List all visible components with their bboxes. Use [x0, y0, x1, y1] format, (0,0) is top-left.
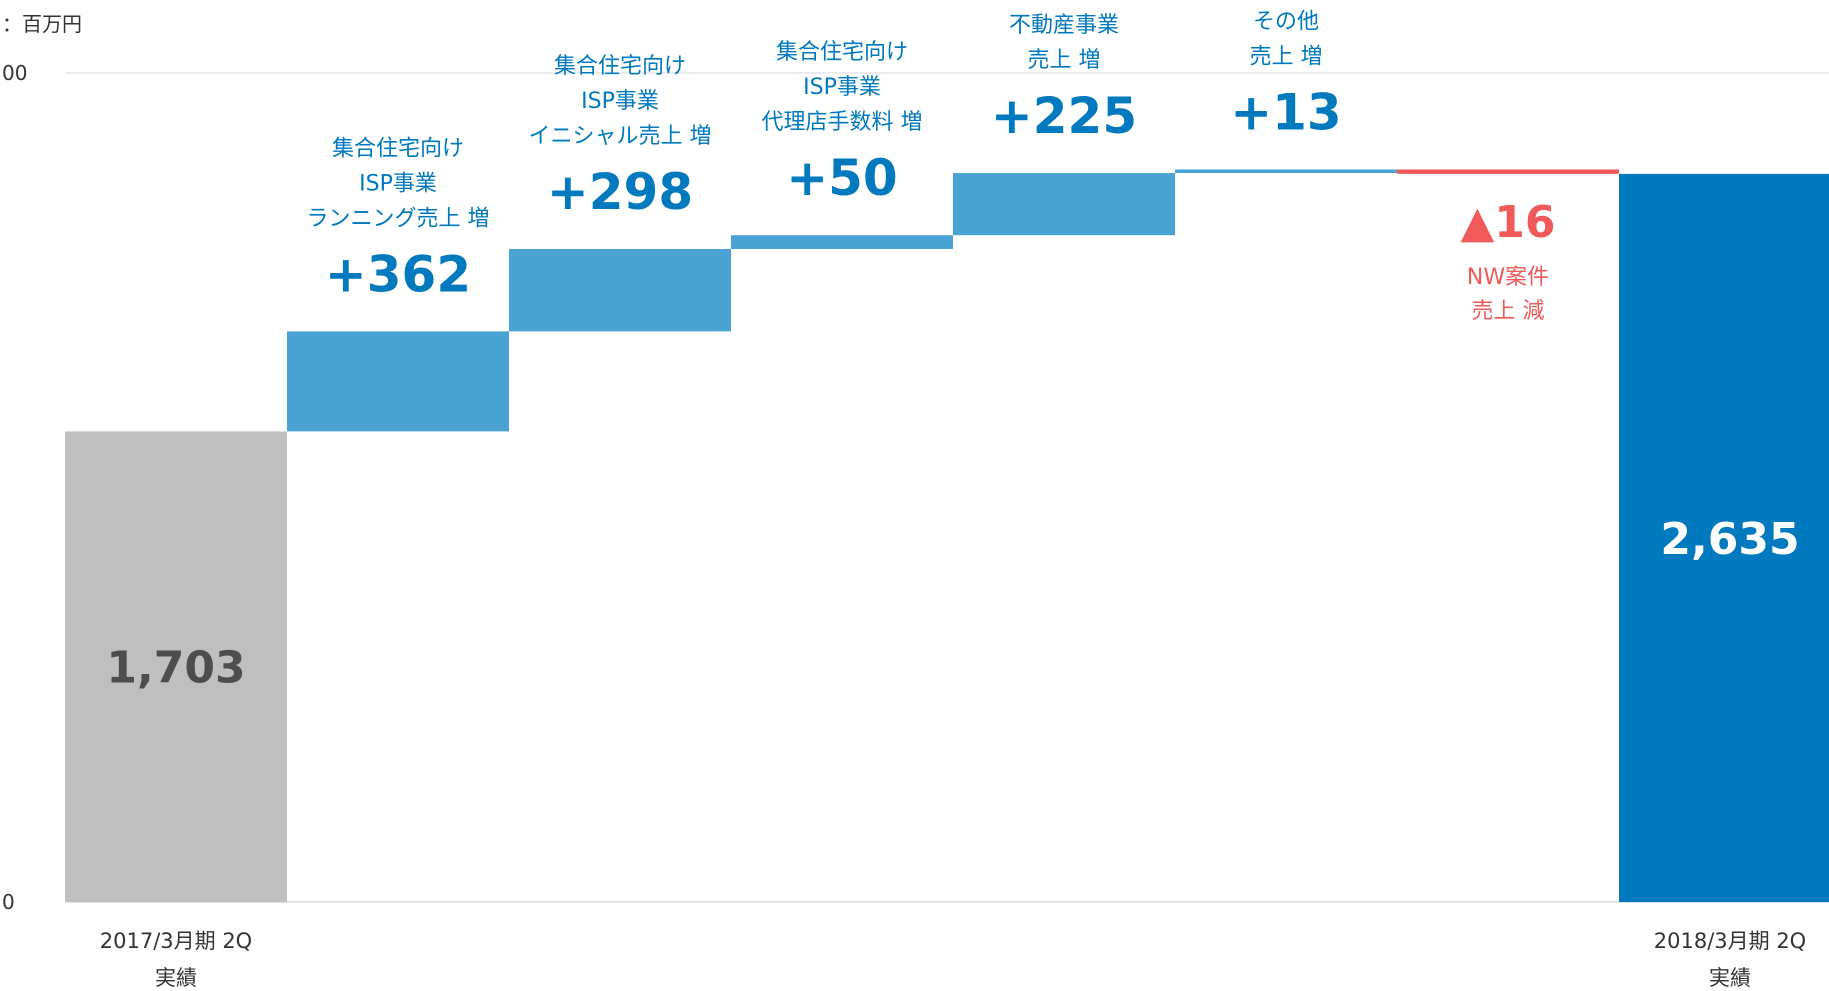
y-tick-label: 0	[2, 890, 15, 914]
step-description: ISP事業	[581, 89, 659, 114]
step-description: ランニング売上 増	[307, 206, 490, 231]
step-description: イニシャル売上 増	[529, 124, 712, 149]
step-description: 集合住宅向け	[332, 136, 464, 161]
data-label-increase: +13	[1230, 83, 1341, 141]
step-description: 代理店手数料 増	[762, 110, 923, 135]
category-label: 実績	[1709, 966, 1751, 990]
step-description: ISP事業	[803, 75, 881, 100]
step-description: 集合住宅向け	[776, 40, 908, 65]
data-label-increase: +50	[786, 149, 897, 207]
step-description: NW案件	[1467, 265, 1549, 290]
bar-increase	[731, 235, 953, 250]
step-description: その他	[1253, 9, 1319, 34]
data-label-increase: +298	[547, 163, 693, 221]
data-label-end: 2,635	[1660, 514, 1799, 565]
bar-end-total	[1619, 173, 1829, 902]
data-label-increase: +362	[325, 245, 471, 303]
bar-increase	[287, 331, 509, 432]
bar-decrease	[1397, 169, 1619, 174]
data-label-start: 1,703	[106, 643, 245, 694]
bar-start-total	[65, 431, 287, 902]
step-description: 集合住宅向け	[554, 54, 686, 79]
category-label: 2018/3月期 2Q	[1654, 929, 1806, 953]
bar-increase	[953, 173, 1175, 236]
step-description: 不動産事業	[1009, 13, 1119, 38]
step-description: 売上 増	[1028, 48, 1101, 73]
data-label-decrease: ▲16	[1460, 197, 1555, 248]
bar-increase	[509, 249, 731, 332]
y-tick-label: 00	[2, 61, 27, 85]
step-description: ISP事業	[359, 171, 437, 196]
bar-increase	[1175, 169, 1397, 174]
unit-label: ：百万円	[2, 12, 82, 36]
step-description: 売上 増	[1250, 44, 1323, 69]
step-description: 売上 減	[1472, 299, 1545, 324]
data-label-increase: +225	[991, 87, 1137, 145]
category-label: 実績	[155, 966, 197, 990]
category-label: 2017/3月期 2Q	[100, 929, 252, 953]
